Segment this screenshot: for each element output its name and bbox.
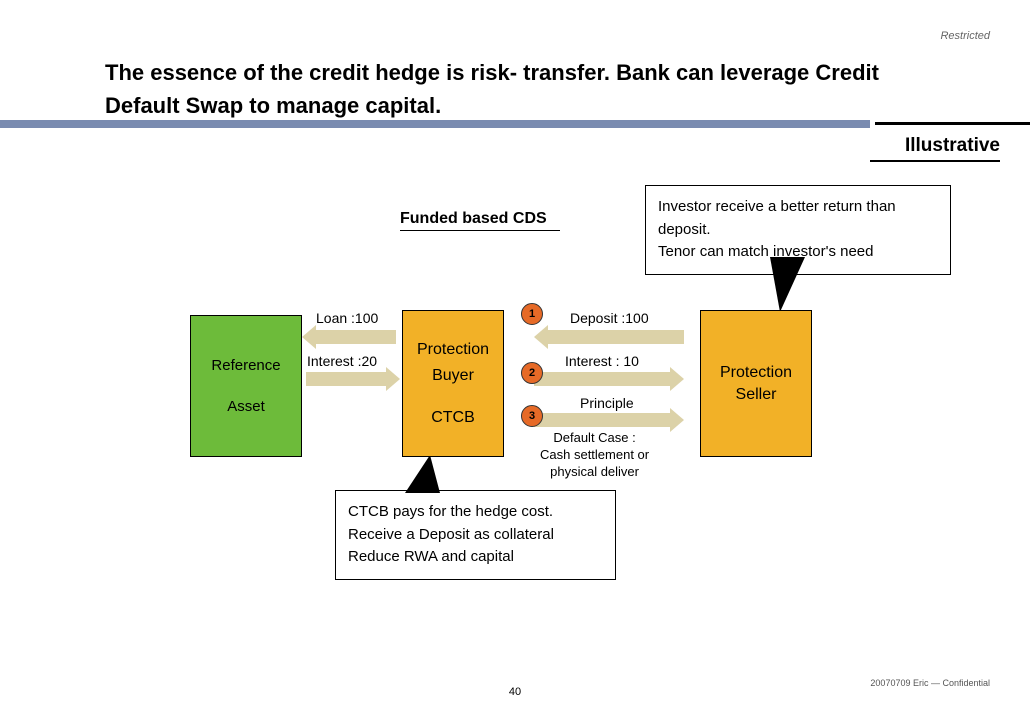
node-label: Protection bbox=[720, 364, 792, 382]
restricted-label: Restricted bbox=[940, 30, 990, 42]
arrow-principle bbox=[534, 413, 670, 427]
step-1-icon: 1 bbox=[521, 303, 543, 325]
arrow-interest10 bbox=[534, 372, 670, 386]
illustrative-underline bbox=[870, 160, 1000, 162]
callout-line: Receive a Deposit as collateral bbox=[348, 524, 603, 547]
node-label: CTCB bbox=[431, 409, 475, 427]
arrow-interest20 bbox=[306, 372, 386, 386]
arrow-label-deposit: Deposit :100 bbox=[570, 310, 649, 326]
callout-line: Reduce RWA and capital bbox=[348, 546, 603, 569]
callout-line: CTCB pays for the hedge cost. bbox=[348, 501, 603, 524]
arrow-label-int10: Interest : 10 bbox=[565, 353, 639, 369]
node-protection-buyer: Protection Buyer CTCB bbox=[402, 310, 504, 457]
step-2-icon: 2 bbox=[521, 362, 543, 384]
diagram-subtitle: Funded based CDS bbox=[400, 210, 547, 228]
slide-title: The essence of the credit hedge is risk-… bbox=[105, 56, 935, 122]
arrow-deposit bbox=[548, 330, 684, 344]
step-3-icon: 3 bbox=[521, 405, 543, 427]
node-label: Asset bbox=[227, 398, 265, 415]
title-rule bbox=[0, 120, 870, 128]
subtitle-underline bbox=[400, 230, 560, 231]
node-label: Buyer bbox=[432, 367, 474, 385]
arrow-label-loan: Loan :100 bbox=[316, 310, 378, 326]
callout-ctcb: CTCB pays for the hedge cost. Receive a … bbox=[335, 490, 616, 580]
callout-pointer-top bbox=[770, 257, 805, 312]
node-label: Protection bbox=[417, 341, 489, 359]
node-label: Reference bbox=[211, 357, 280, 374]
default-case-label: Default Case :Cash settlement orphysical… bbox=[540, 430, 649, 481]
arrow-loan bbox=[316, 330, 396, 344]
arrow-label-principle: Principle bbox=[580, 395, 634, 411]
callout-pointer-bot bbox=[405, 455, 440, 493]
arrow-label-int20: Interest :20 bbox=[307, 353, 377, 369]
illustrative-tag: Illustrative bbox=[905, 135, 1000, 157]
node-protection-seller: Protection Seller bbox=[700, 310, 812, 457]
node-reference-asset: Reference Asset bbox=[190, 315, 302, 457]
confidential-label: 20070709 Eric — Confidential bbox=[870, 678, 990, 688]
node-label: Seller bbox=[736, 386, 777, 404]
title-rule-r bbox=[875, 122, 1030, 125]
callout-line: Investor receive a better return than de… bbox=[658, 196, 938, 241]
